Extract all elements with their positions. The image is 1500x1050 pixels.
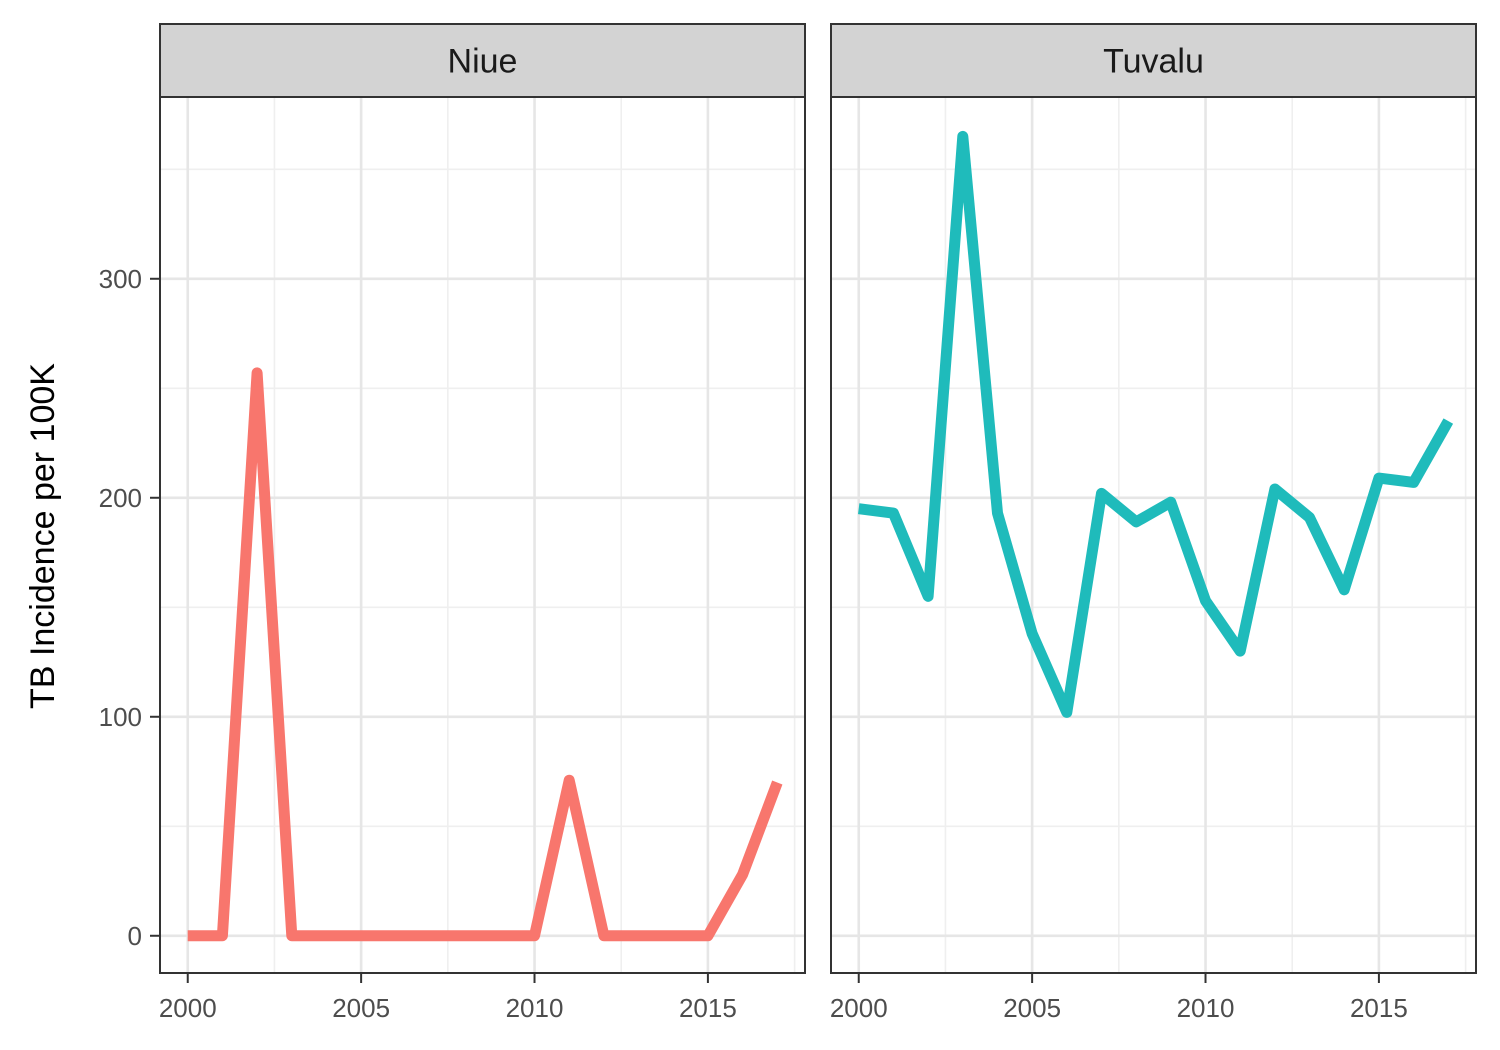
x-tick-label: 2015	[1350, 993, 1408, 1023]
x-tick-label: 2010	[1177, 993, 1235, 1023]
y-tick-label: 0	[128, 921, 142, 951]
x-tick-label: 2000	[159, 993, 217, 1023]
y-tick-label: 200	[99, 483, 142, 513]
series-line-tuvalu	[858, 130, 1454, 718]
x-tick-label: 2005	[332, 993, 390, 1023]
x-tick-label: 2010	[506, 993, 564, 1023]
series-line-niue	[187, 367, 783, 942]
x-tick-label: 2015	[679, 993, 737, 1023]
facet-strip-tuvalu	[830, 23, 1477, 98]
facet-strip-niue	[159, 23, 806, 98]
facet-label-tuvalu: Tuvalu	[1103, 43, 1204, 81]
y-axis-title: TB Incidence per 100K	[24, 363, 62, 709]
y-tick-label: 300	[99, 264, 142, 294]
facet-label-niue: Niue	[448, 43, 518, 81]
x-tick-label: 2005	[1003, 993, 1061, 1023]
x-tick-label: 2000	[830, 993, 888, 1023]
y-tick-label: 100	[99, 702, 142, 732]
